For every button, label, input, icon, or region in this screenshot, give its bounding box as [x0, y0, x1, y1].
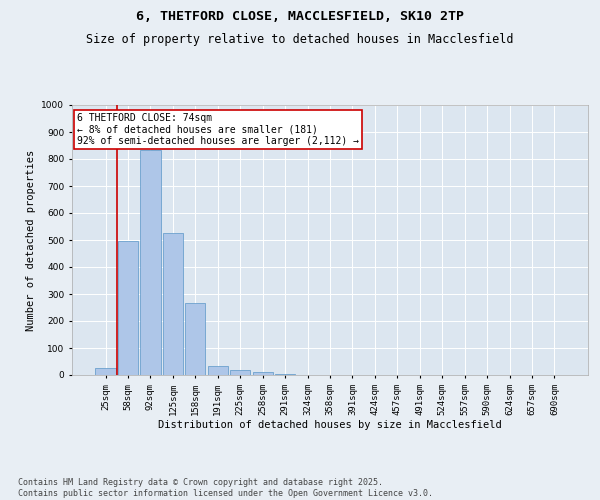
Y-axis label: Number of detached properties: Number of detached properties — [26, 150, 36, 330]
Text: 6 THETFORD CLOSE: 74sqm
← 8% of detached houses are smaller (181)
92% of semi-de: 6 THETFORD CLOSE: 74sqm ← 8% of detached… — [77, 113, 359, 146]
Text: Contains HM Land Registry data © Crown copyright and database right 2025.
Contai: Contains HM Land Registry data © Crown c… — [18, 478, 433, 498]
Bar — [95, 368, 116, 375]
Text: 6, THETFORD CLOSE, MACCLESFIELD, SK10 2TP: 6, THETFORD CLOSE, MACCLESFIELD, SK10 2T… — [136, 10, 464, 23]
Bar — [140, 150, 161, 375]
Bar — [163, 233, 183, 375]
Bar — [230, 370, 250, 375]
Bar — [275, 374, 295, 375]
Bar — [185, 304, 205, 375]
Bar — [118, 242, 138, 375]
X-axis label: Distribution of detached houses by size in Macclesfield: Distribution of detached houses by size … — [158, 420, 502, 430]
Text: Size of property relative to detached houses in Macclesfield: Size of property relative to detached ho… — [86, 32, 514, 46]
Bar — [253, 372, 273, 375]
Bar — [208, 366, 228, 375]
